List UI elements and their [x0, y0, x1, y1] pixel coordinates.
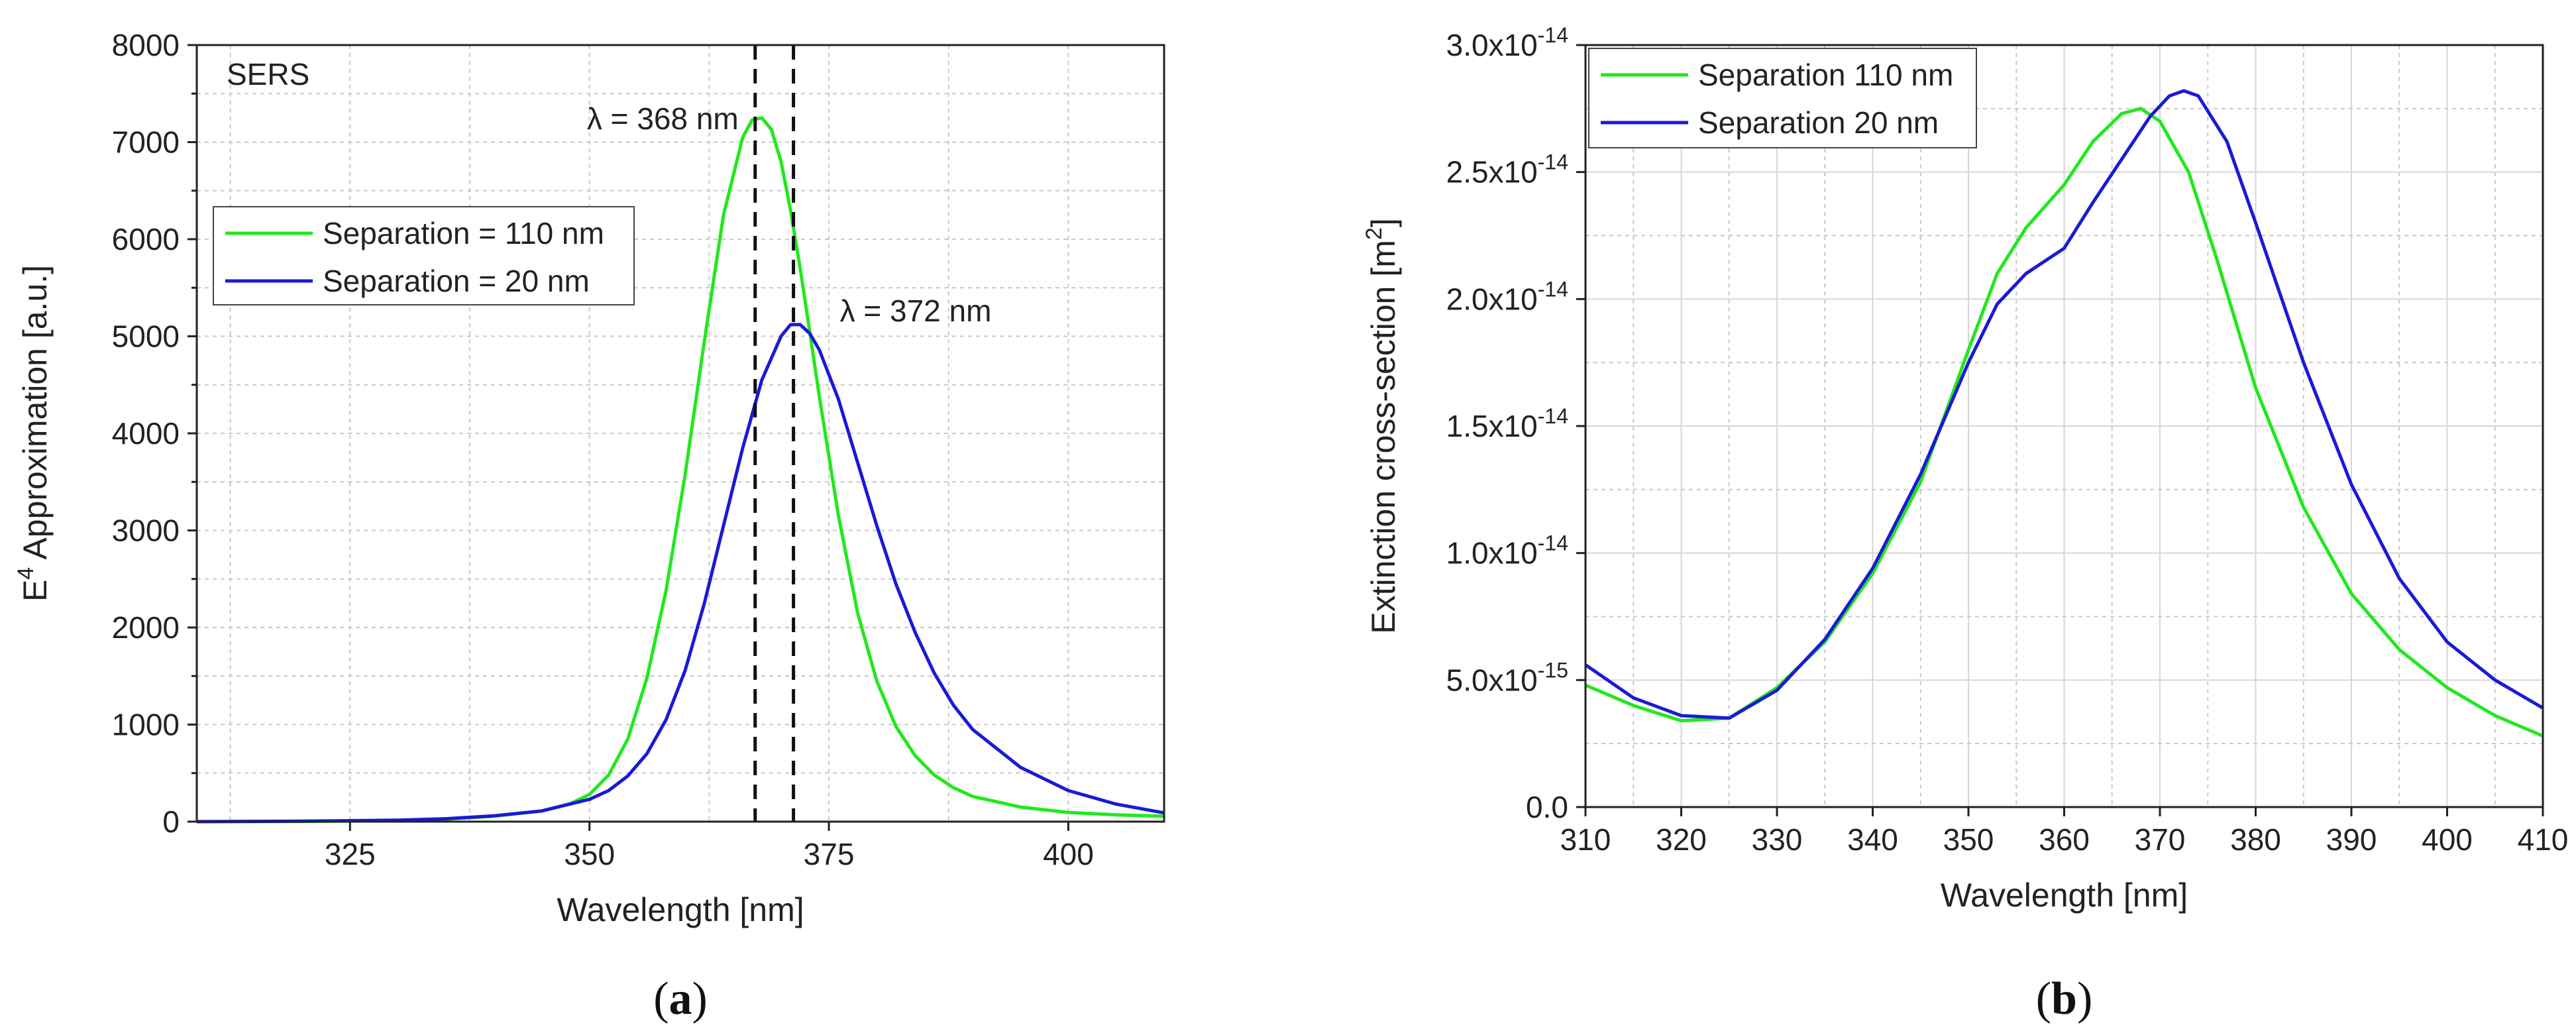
- x-tick-label: 380: [2230, 822, 2281, 857]
- legend-box: [213, 206, 635, 305]
- legend-entry: Separation = 20 nm: [323, 264, 590, 298]
- inner-label: SERS: [227, 57, 309, 91]
- y-tick-label: 0: [162, 804, 180, 839]
- series-line-separation-20: [196, 323, 1165, 824]
- x-axis-title: Wavelength [nm]: [557, 891, 804, 928]
- legend-entry: Separation = 110 nm: [323, 216, 604, 250]
- legend: Separation 110 nm Separation 20 nm: [1588, 48, 1977, 148]
- series-line-separation-110: [1585, 107, 2544, 738]
- y-tick-label: 6000: [112, 222, 180, 256]
- y-axis-title: Extinction cross-section [m2]: [1362, 218, 1402, 633]
- y-axis-title: E4 Approximation [a.u.]: [13, 265, 54, 602]
- y-tick-label: 7000: [112, 125, 180, 160]
- panel-label: (b): [2036, 973, 2093, 1024]
- x-tick-label: 330: [1752, 822, 1803, 857]
- peak-annotation: λ = 372 nm: [840, 294, 992, 328]
- y-tick-label: 1.5x10-14: [1446, 404, 1568, 443]
- x-tick-label: 340: [1847, 822, 1898, 857]
- x-axis-title: Wavelength [nm]: [1941, 877, 2188, 914]
- x-tick-label: 400: [2422, 822, 2473, 857]
- series-line-separation-20: [1584, 89, 2544, 720]
- legend-box: [1588, 48, 1977, 148]
- x-tick-label: 375: [804, 837, 855, 871]
- x-tick-label: 400: [1043, 837, 1094, 871]
- x-tick-label: 360: [2039, 822, 2090, 857]
- panel-b: 310 320 330 340 350 360 370 380 390 400 410 0.0 5.0x…: [1362, 23, 2568, 1024]
- y-tick-label: 1.0x10-14: [1446, 531, 1568, 571]
- legend-entry: Separation 20 nm: [1698, 105, 1939, 140]
- grid: [1585, 45, 2543, 807]
- y-tick-label: 2.0x10-14: [1446, 277, 1568, 316]
- legend-entry: Separation 110 nm: [1698, 58, 1953, 92]
- x-tick-label: 310: [1560, 822, 1611, 857]
- x-tick-label: 350: [1943, 822, 1994, 857]
- y-tick-label: 3.0x10-14: [1446, 23, 1568, 62]
- x-tick-label: 320: [1656, 822, 1707, 857]
- y-tick-label: 8000: [112, 28, 180, 62]
- y-tick-label: 1000: [112, 708, 180, 742]
- x-tick-label: 370: [2135, 822, 2186, 857]
- y-tick-label: 5.0x10-15: [1446, 658, 1568, 697]
- grid: [197, 45, 1164, 822]
- ticks: 325 350 375 4000100020003000400050006000700…: [112, 28, 1094, 871]
- x-tick-label: 410: [2518, 822, 2569, 857]
- legend: Separation = 110 nm Separation = 20 nm: [213, 206, 635, 305]
- y-tick-label: 4000: [112, 416, 180, 451]
- x-tick-label: 325: [325, 837, 376, 871]
- y-tick-label: 2000: [112, 610, 180, 645]
- y-tick-label: 5000: [112, 319, 180, 354]
- y-tick-label: 2.5x10-14: [1446, 150, 1568, 190]
- peak-annotation: λ = 368 nm: [587, 101, 739, 136]
- x-tick-label: 350: [564, 837, 615, 871]
- panel-label: (a): [653, 973, 708, 1024]
- y-tick-label: 3000: [112, 514, 180, 548]
- y-tick-label: 0.0: [1526, 790, 1568, 824]
- ticks: 310 320 330 340 350 360 370 380 390 400 410 0.0 5.0x…: [1446, 23, 2569, 857]
- x-tick-label: 390: [2326, 822, 2377, 857]
